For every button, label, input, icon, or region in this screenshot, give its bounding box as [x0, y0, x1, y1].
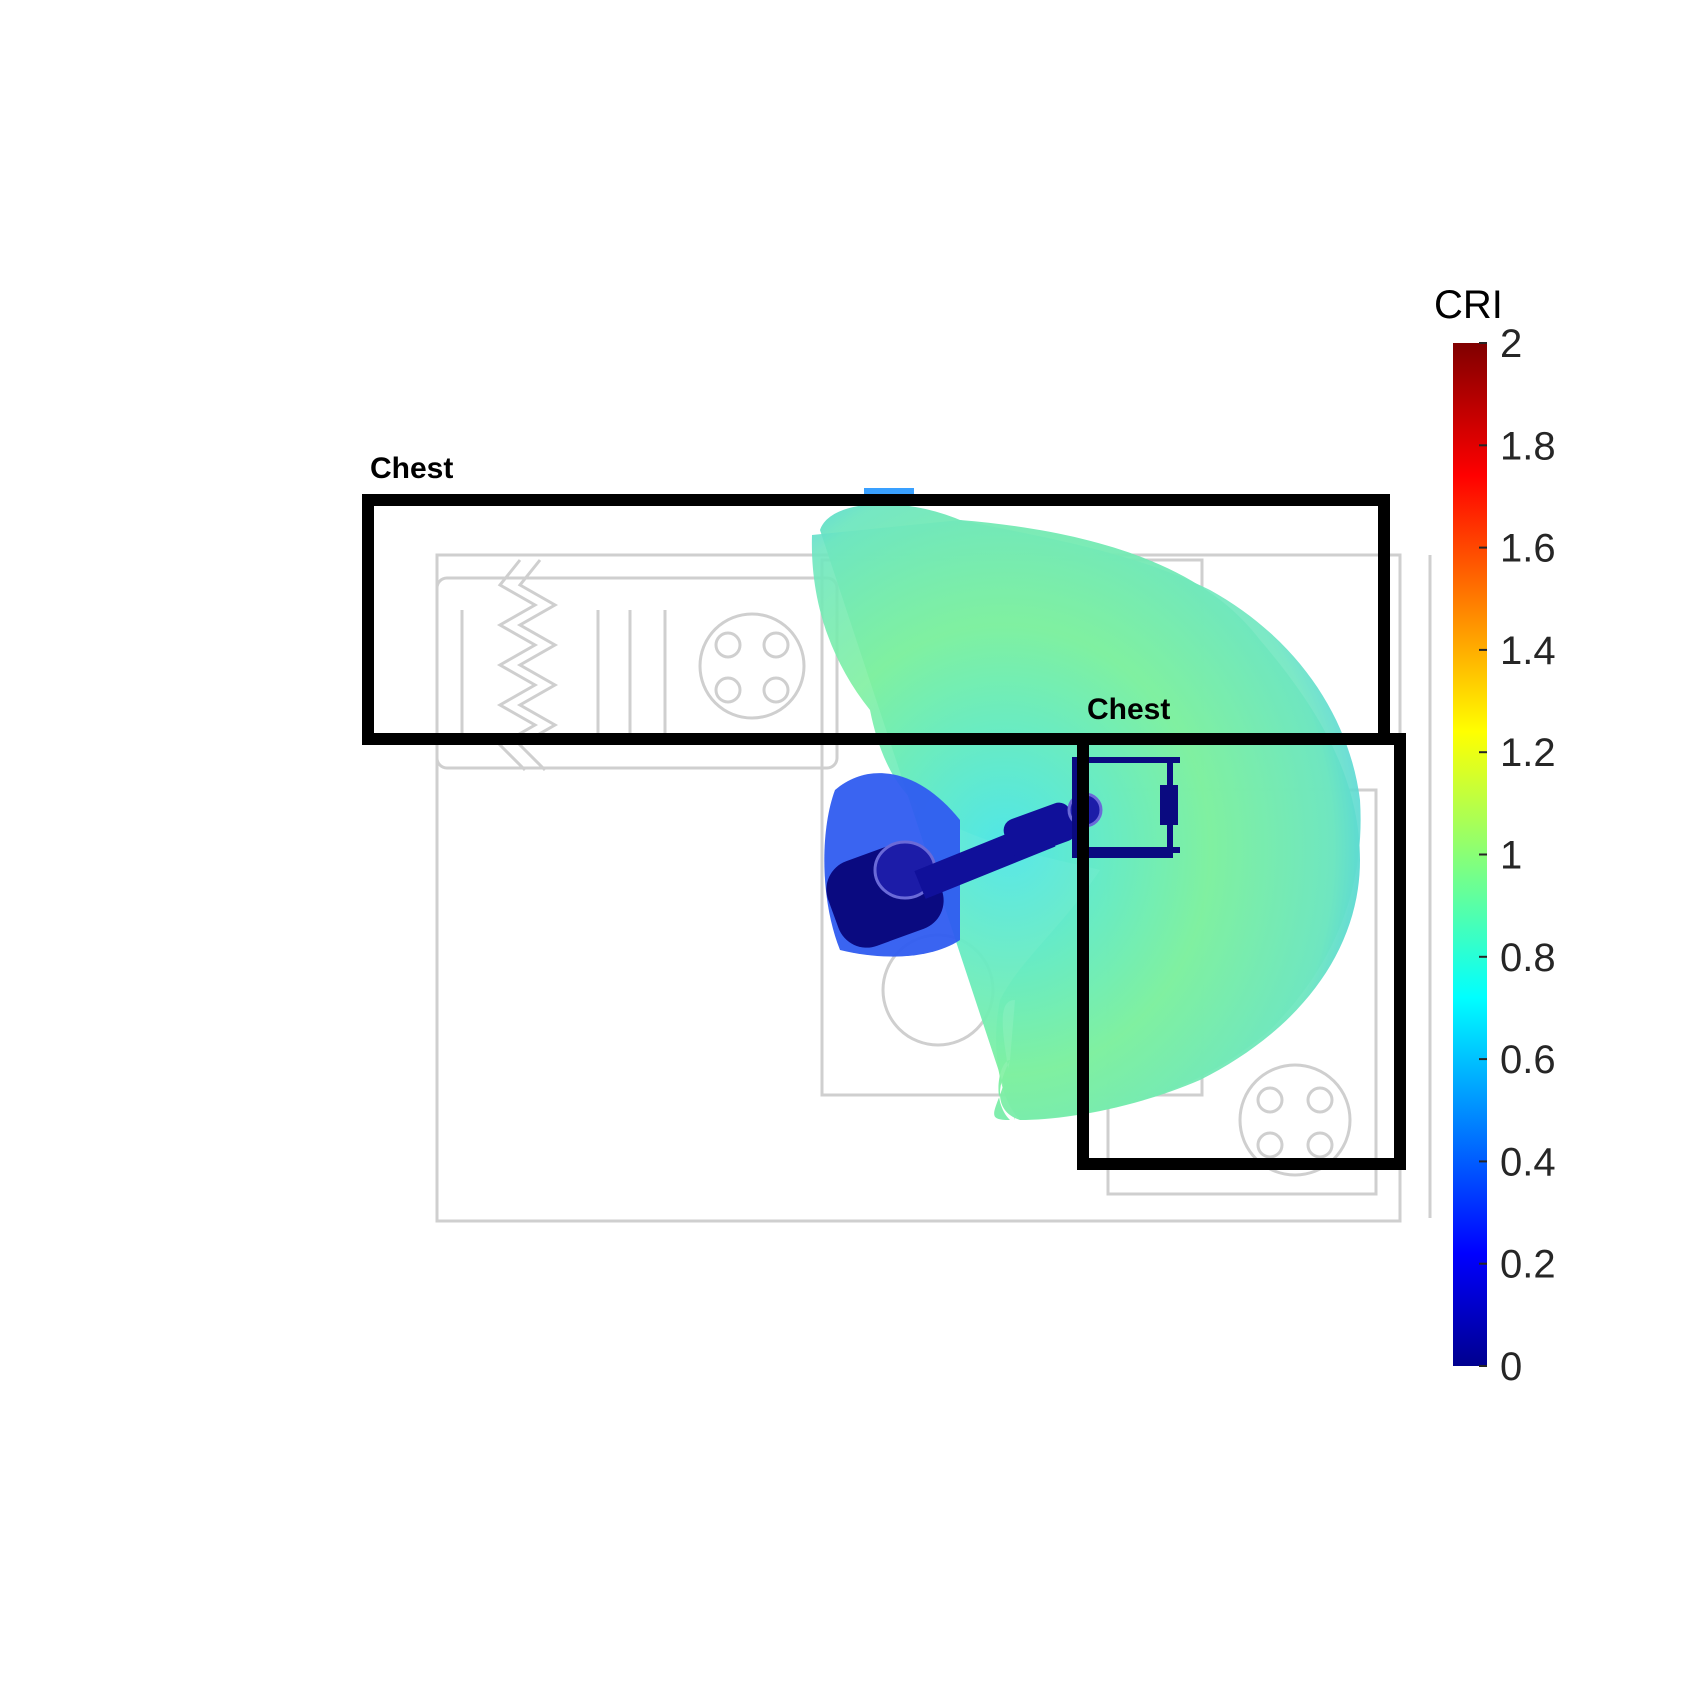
- fixture-circle-icon: [1238, 1063, 1352, 1177]
- colorbar-ticks: 2 1.8 1.6 1.4 1.2 1 0.8 0.6 0.4 0.2 0: [1479, 322, 1556, 1389]
- chest-region-box-1: [362, 494, 1390, 745]
- colorbar-tick-label: 1: [1500, 834, 1522, 878]
- region-label-1: Chest: [370, 452, 453, 485]
- colorbar-tick-label: 2: [1500, 322, 1522, 366]
- chest-region-box-2: [1077, 733, 1406, 1170]
- colorbar-tick-label: 0: [1500, 1345, 1522, 1389]
- spring-icon: [516, 559, 559, 772]
- fixture-circle-icon: [698, 612, 806, 720]
- robot-arm-icon: [826, 757, 1180, 948]
- spring-icon: [496, 559, 539, 772]
- colorbar-tick-label: 0.6: [1500, 1038, 1556, 1082]
- colorbar-tick-label: 1.8: [1500, 424, 1556, 468]
- colorbar-tick-label: 1.2: [1500, 731, 1556, 775]
- colorbar: CRI 2 1.8 1.6 1.4 1.2 1 0.8 0.6 0.4 0.2 0: [1434, 283, 1556, 1389]
- floorplan-bench-left: [435, 576, 839, 770]
- colorbar-tick-label: 0.4: [1500, 1140, 1556, 1184]
- colorbar-tick-label: 1.4: [1500, 629, 1556, 673]
- colorbar-tick-label: 0.8: [1500, 936, 1556, 980]
- colorbar-title: CRI: [1434, 283, 1503, 327]
- floor-plan: [435, 553, 1432, 1223]
- colorbar-tick-label: 0.2: [1500, 1243, 1556, 1287]
- colorbar-tick-label: 1.6: [1500, 527, 1556, 571]
- region-label-2: Chest: [1087, 693, 1170, 726]
